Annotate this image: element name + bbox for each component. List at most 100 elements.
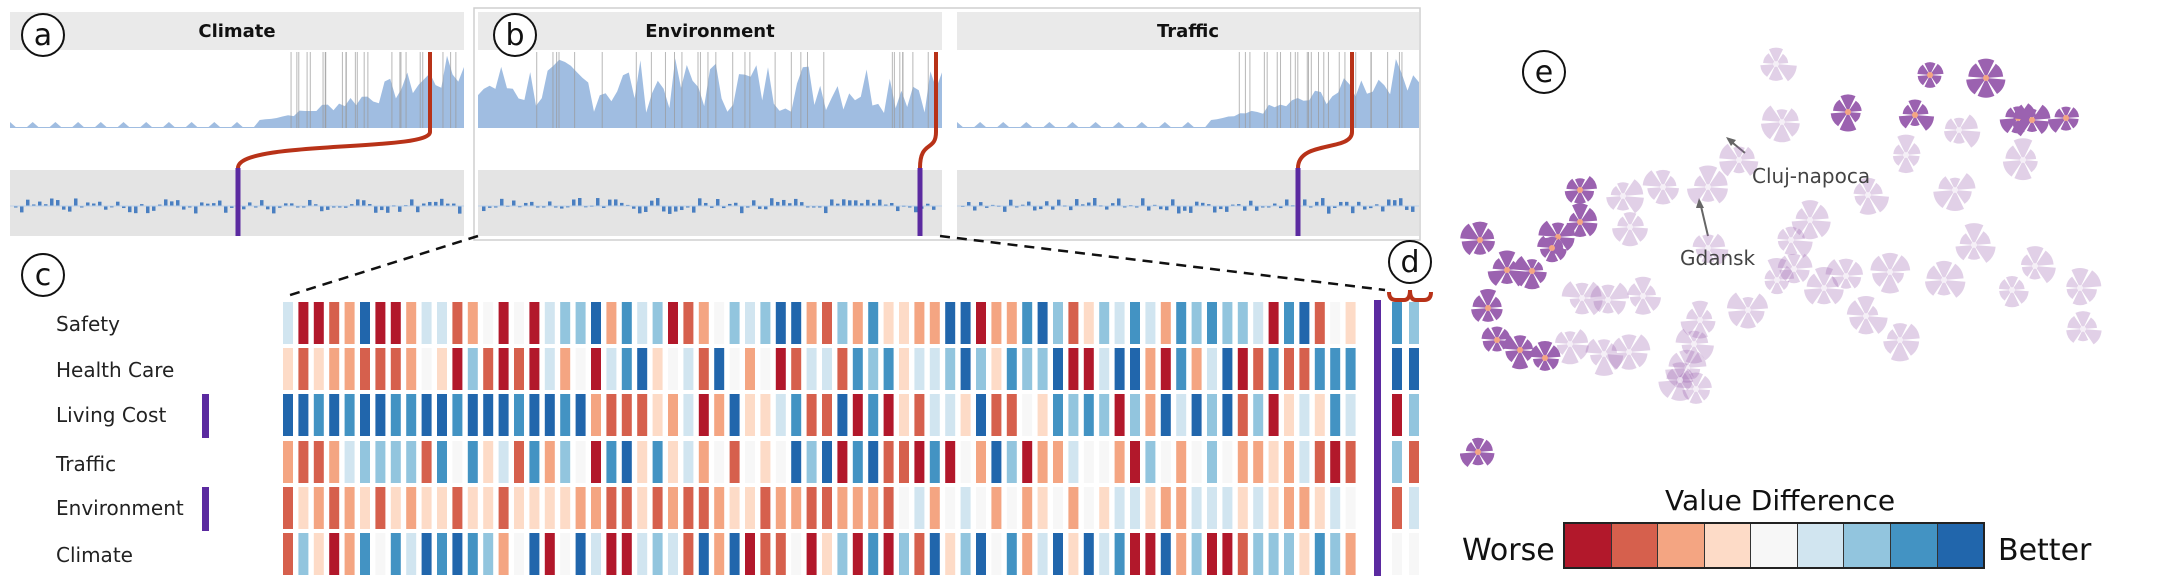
- heatmap-cell: [1191, 302, 1202, 344]
- faint-city-glyph: [1777, 226, 1813, 258]
- glyph-sector: [1898, 115, 1915, 129]
- glyph-sector: [1959, 233, 1974, 245]
- heatmap-cell: [1207, 348, 1217, 390]
- heatmap-cell: [806, 348, 817, 390]
- bar-mark: [266, 206, 270, 210]
- glyph-sector: [1935, 260, 1953, 280]
- bar-mark: [1159, 206, 1163, 210]
- heatmap-cell: [791, 441, 802, 483]
- glyph-center: [1485, 305, 1491, 311]
- bar-mark: [104, 206, 108, 210]
- glyph-sector: [1533, 358, 1545, 368]
- glyph-sector: [1602, 300, 1614, 314]
- glyph-sector: [1777, 265, 1795, 280]
- faint-city-glyph: [1933, 173, 1976, 211]
- glyph-sector: [1930, 75, 1942, 85]
- glyph-sector: [1906, 155, 1920, 167]
- heatmap-cell: [1083, 302, 1094, 344]
- heatmap-cell: [1207, 302, 1217, 344]
- heatmap-cell: [1006, 487, 1017, 529]
- glyph-sector: [2083, 329, 2102, 345]
- glyph-sector: [2032, 120, 2049, 134]
- heatmap-cell-detail: [1409, 348, 1419, 390]
- heatmap-cell: [1130, 533, 1140, 575]
- glyph-sector: [1594, 354, 1614, 376]
- heatmap-cell: [344, 487, 355, 529]
- glyph-sector: [1868, 182, 1883, 195]
- glyph-sector: [1575, 282, 1589, 298]
- heatmap-cell: [1037, 487, 1048, 529]
- glyph-sector: [1643, 285, 1656, 296]
- highlighted-city-glyph: [1487, 250, 1527, 287]
- climate-panel-title: Climate: [10, 12, 464, 50]
- heatmap-cell: [991, 394, 1002, 436]
- bar-mark: [776, 201, 780, 206]
- heatmap-cell: [483, 533, 494, 575]
- bar-mark: [194, 206, 198, 214]
- heatmap-cell: [883, 394, 894, 436]
- faint-city-glyph: [1642, 169, 1679, 205]
- bar-mark: [14, 206, 18, 208]
- bar-mark: [1231, 204, 1235, 207]
- glyph-sector: [1700, 309, 1713, 320]
- bar-mark: [1375, 204, 1379, 206]
- glyph-sector: [2006, 276, 2018, 290]
- row-label-environment: Environment: [56, 496, 184, 520]
- heatmap-cell: [329, 302, 340, 344]
- glyph-sector: [1801, 200, 1819, 220]
- glyph-sector: [1764, 269, 1777, 280]
- heatmap-cell: [437, 533, 447, 575]
- heatmap-cell: [375, 394, 386, 436]
- glyph-sector: [1815, 267, 1833, 288]
- selection-curve: [918, 131, 938, 169]
- bar-mark: [1393, 200, 1397, 206]
- heatmap-cell: [637, 441, 648, 483]
- heatmap-cell: [1314, 441, 1325, 483]
- heatmap-cell: [637, 348, 648, 390]
- highlighted-city-glyph: [1513, 256, 1547, 290]
- heatmap-cell: [529, 533, 540, 575]
- glyph-sector: [1561, 281, 1582, 298]
- heatmap-cell: [1130, 394, 1140, 436]
- glyph-sector: [1817, 288, 1831, 305]
- faint-city-glyph: [1680, 300, 1716, 339]
- glyph-sector: [1511, 350, 1529, 370]
- glyph-sector: [1472, 221, 1488, 240]
- heatmap-cell: [1053, 487, 1063, 529]
- heatmap-cell: [483, 394, 494, 436]
- glyph-sector: [1763, 53, 1776, 64]
- bar-mark: [830, 199, 834, 206]
- heatmap-cell: [1330, 487, 1341, 529]
- heatmap-cell: [591, 533, 601, 575]
- glyph-sector: [2080, 288, 2097, 302]
- heatmap-cell: [1268, 348, 1279, 390]
- glyph-sector: [1655, 169, 1671, 187]
- glyph-center: [2020, 157, 2026, 163]
- glyph-sector: [1768, 64, 1784, 81]
- heatmap-cell: [560, 441, 571, 483]
- label-c: c: [21, 253, 65, 297]
- legend-swatch: [1704, 524, 1752, 567]
- bar-mark: [782, 199, 786, 206]
- glyph-sector: [1767, 258, 1787, 280]
- bar-mark: [1195, 201, 1199, 206]
- main-visualization: [10, 7, 1433, 576]
- row-label-traffic: Traffic: [56, 452, 117, 476]
- heatmap-cell: [976, 348, 986, 390]
- heatmap-cell: [852, 533, 863, 575]
- heatmap-cell: [775, 348, 786, 390]
- glyph-sector: [1682, 389, 1696, 401]
- glyph-sector: [1604, 354, 1624, 370]
- glyph-sector: [1478, 439, 1493, 452]
- heatmap-cell: [683, 302, 694, 344]
- glyph-sector: [2035, 266, 2056, 284]
- glyph-sector: [1777, 255, 1794, 269]
- bar-mark: [1177, 206, 1181, 214]
- glyph-sector: [2026, 246, 2044, 266]
- heatmap-cell: [698, 348, 709, 390]
- heatmap-cell: [698, 533, 709, 575]
- bar-mark: [1339, 201, 1343, 206]
- heatmap-cell: [1160, 441, 1171, 483]
- heatmap-cell: [775, 487, 786, 529]
- glyph-sector: [1687, 351, 1707, 368]
